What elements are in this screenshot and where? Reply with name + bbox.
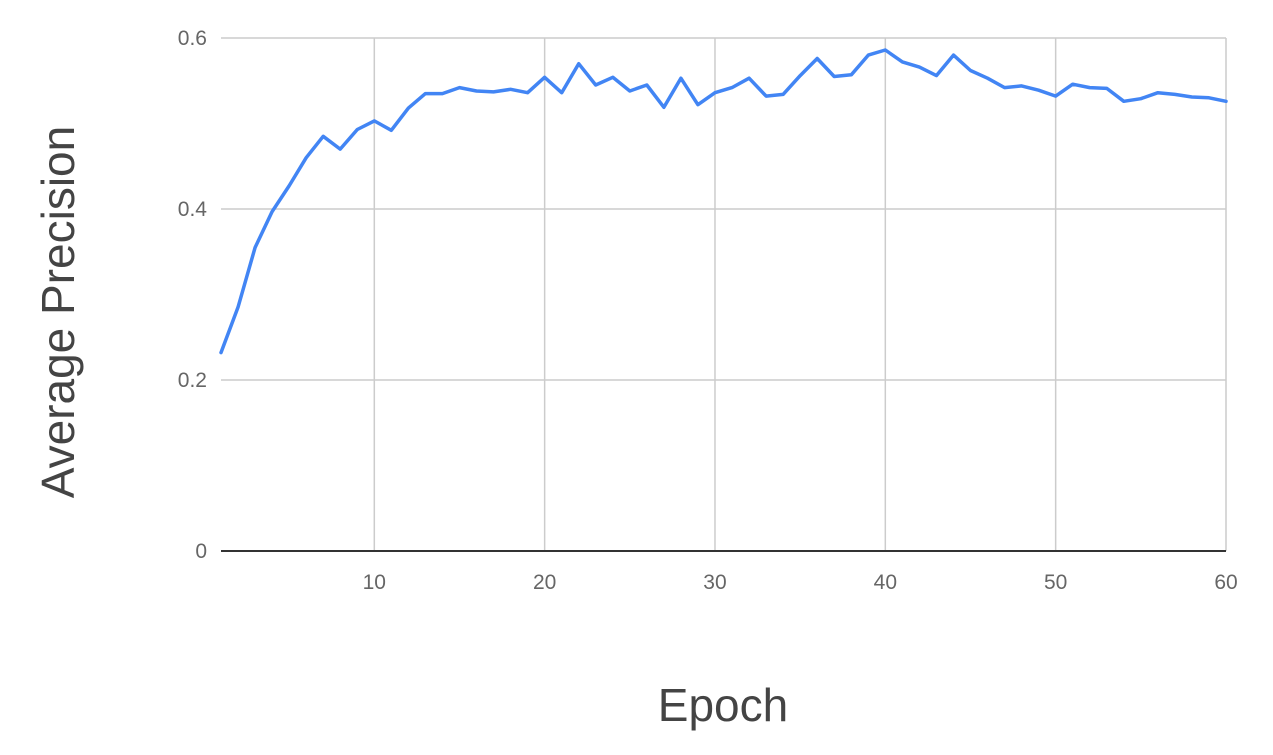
x-tick-label: 30 — [703, 571, 726, 594]
y-tick-label: 0.4 — [178, 198, 208, 221]
y-tick-label: 0.2 — [178, 369, 207, 392]
y-tick-label: 0 — [195, 540, 207, 563]
x-tick-label: 20 — [533, 571, 556, 594]
x-axis-label: Epoch — [657, 679, 789, 731]
x-tick-label: 50 — [1044, 571, 1067, 594]
series-line — [219, 48, 1228, 355]
x-tick-label: 10 — [363, 571, 386, 594]
y-axis-label: Average Precision — [32, 125, 84, 499]
x-tick-label: 40 — [874, 571, 897, 594]
y-tick-label: 0.6 — [178, 27, 207, 50]
x-tick-label: 60 — [1214, 571, 1237, 594]
